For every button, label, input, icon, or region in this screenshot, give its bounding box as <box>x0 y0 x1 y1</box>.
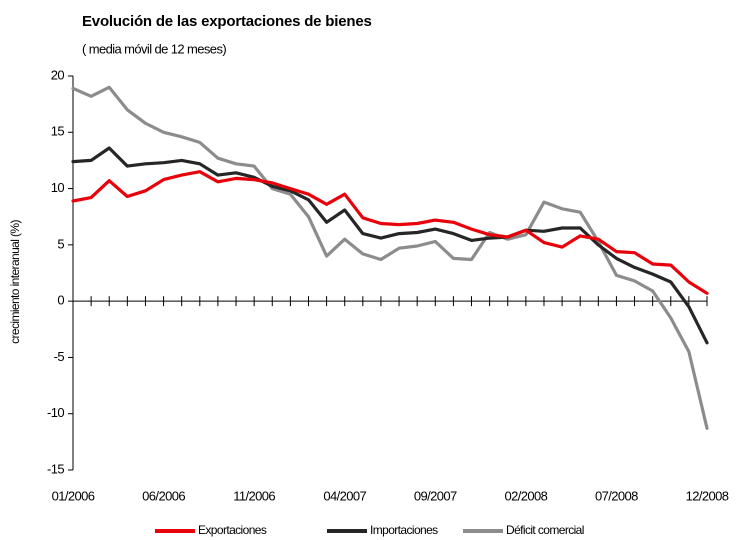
x-tick-label: 04/2007 <box>323 488 366 503</box>
chart-title: Evolución de las exportaciones de bienes <box>82 13 372 30</box>
y-tick-label: 5 <box>57 236 64 251</box>
y-tick-label: 0 <box>57 293 64 308</box>
y-tick-label: -15 <box>47 461 64 476</box>
series-line <box>71 170 709 295</box>
y-axis-label: crecimiento interanual (%) <box>8 220 22 344</box>
chart-subtitle: ( media móvil de 12 meses) <box>82 41 226 56</box>
legend-label: Déficit comercial <box>506 523 584 537</box>
y-tick-label: 10 <box>51 180 65 195</box>
y-tick-label: -5 <box>54 349 65 364</box>
y-tick-label: 15 <box>51 124 65 139</box>
x-tick-label: 02/2008 <box>504 488 547 503</box>
legend-label: Exportaciones <box>198 523 267 537</box>
x-tick-label: 09/2007 <box>414 488 457 503</box>
x-tick-label: 06/2006 <box>142 488 185 503</box>
x-tick-label: 07/2008 <box>595 488 638 503</box>
series-line <box>71 85 709 430</box>
x-tick-label: 01/2006 <box>52 488 95 503</box>
x-tick-label: 12/2008 <box>686 488 729 503</box>
legend-label: Importaciones <box>370 523 438 537</box>
y-tick-label: 20 <box>51 67 65 82</box>
y-tick-label: -10 <box>47 405 64 420</box>
x-tick-label: 11/2006 <box>233 488 275 503</box>
series-line <box>71 146 709 345</box>
